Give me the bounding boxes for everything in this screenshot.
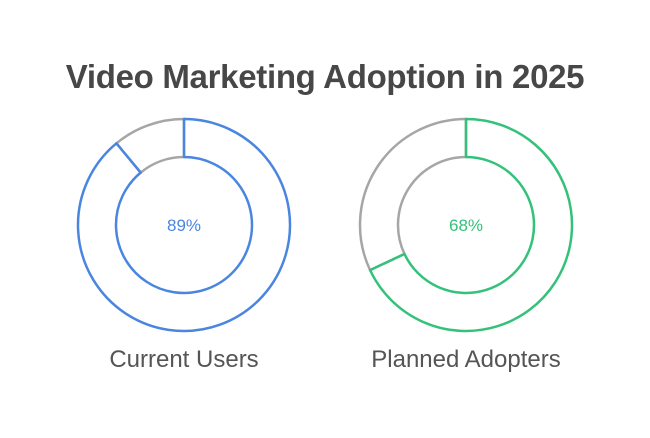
donut-planned-adopters [358,117,574,333]
remainder-segment [114,117,186,175]
planned-adopters-value: 68% [449,216,483,235]
current-users-value: 89% [167,216,201,235]
chart-title: Video Marketing Adoption in 2025 [65,58,585,95]
value-segment [76,117,292,333]
donut-current-users [76,117,292,333]
value-segment [368,117,574,333]
current-users-label: Current Users [109,346,259,373]
planned-adopters-label: Planned Adopters [371,346,561,373]
remainder-segment [358,117,468,272]
